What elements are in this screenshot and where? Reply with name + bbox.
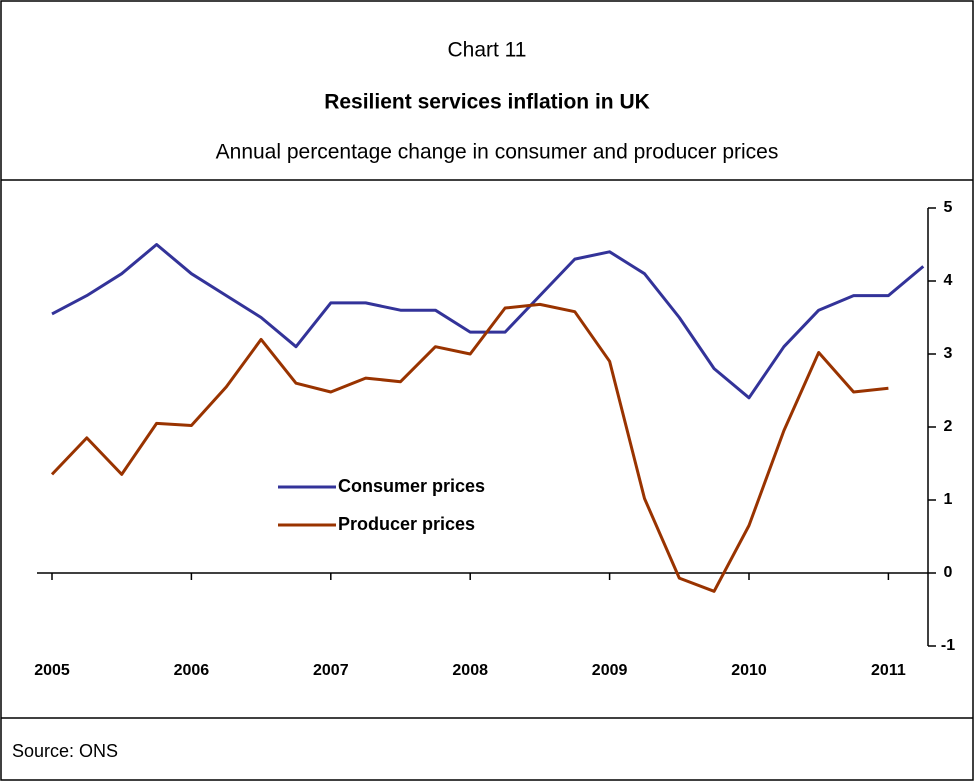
chart-label: Chart 11 (448, 39, 527, 62)
series-line (50, 302, 889, 593)
x-tick-label: 2010 (731, 662, 767, 679)
y-tick-label: 4 (944, 272, 953, 289)
y-tick-label: 0 (944, 564, 953, 581)
y-tick-label: 3 (944, 345, 953, 362)
legend-label: Producer prices (338, 514, 475, 534)
chart-title: Resilient services inflation in UK (324, 91, 650, 114)
x-tick-label: 2009 (592, 662, 628, 679)
legend-label: Consumer prices (338, 476, 485, 496)
y-tick-label: 5 (944, 199, 953, 216)
x-tick-label: 2006 (174, 662, 210, 679)
y-tick-label: 2 (944, 418, 953, 435)
x-tick-label: 2011 (871, 662, 906, 679)
y-tick-label: 1 (944, 491, 953, 508)
source: Source: ONS (12, 741, 118, 761)
x-tick-label: 2007 (313, 662, 349, 679)
chart-subtitle: Annual percentage change in consumer and… (216, 141, 779, 164)
x-tick-label: 2008 (452, 662, 488, 679)
y-tick-label: -1 (941, 637, 955, 654)
x-tick-label: 2005 (34, 662, 70, 679)
